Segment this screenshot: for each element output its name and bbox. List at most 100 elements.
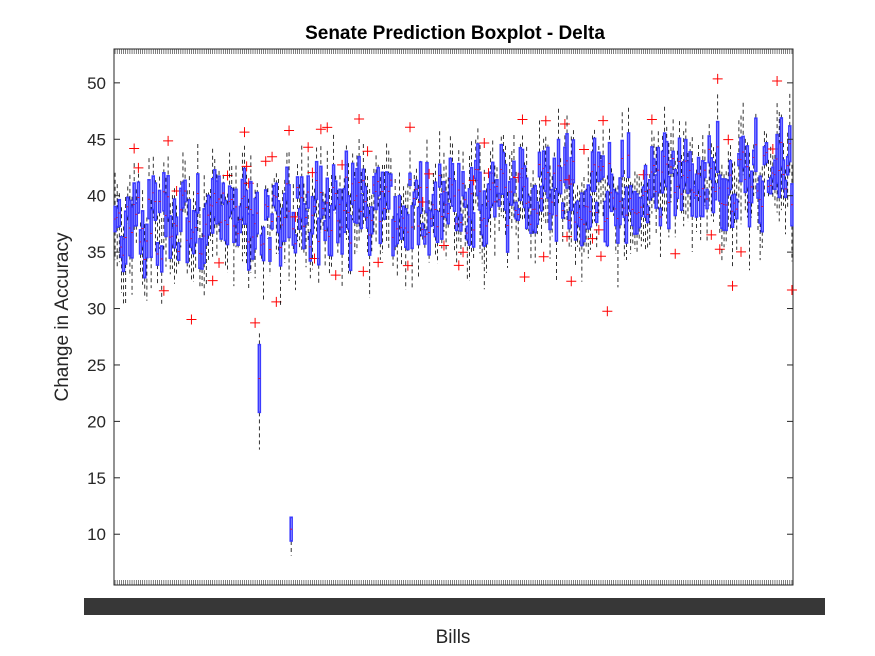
box	[452, 171, 457, 254]
axes-frame	[113, 48, 794, 586]
box	[130, 196, 134, 295]
box	[249, 155, 253, 273]
box	[276, 178, 281, 254]
box	[645, 182, 650, 251]
box	[134, 189, 139, 243]
box	[433, 163, 438, 255]
y-tick-label: 10	[87, 525, 106, 544]
box	[607, 128, 612, 209]
box	[278, 203, 283, 306]
box	[344, 145, 349, 240]
box	[552, 152, 557, 208]
outlier	[186, 314, 197, 325]
y-tick-label: 25	[87, 356, 106, 375]
box	[696, 144, 701, 202]
box	[158, 162, 169, 296]
outlier	[163, 135, 174, 146]
box	[701, 135, 705, 218]
box	[497, 192, 501, 234]
outlier	[354, 114, 365, 125]
box	[785, 132, 790, 208]
box	[562, 115, 573, 242]
outlier	[322, 122, 333, 133]
box	[624, 178, 629, 260]
box	[712, 73, 723, 187]
box	[786, 164, 797, 295]
outlier	[303, 142, 314, 153]
box	[741, 102, 745, 176]
box	[147, 158, 151, 220]
outlier	[330, 270, 341, 281]
box	[402, 183, 413, 271]
outlier	[214, 257, 225, 268]
box	[314, 147, 319, 240]
box	[221, 174, 226, 205]
y-axis-label: Change in Accuracy	[52, 232, 73, 401]
outlier	[239, 127, 250, 138]
box	[764, 133, 769, 168]
box	[425, 139, 429, 235]
box	[458, 151, 469, 258]
outlier	[595, 251, 606, 262]
box	[317, 203, 321, 285]
outlier	[284, 125, 295, 136]
box	[561, 198, 565, 242]
box	[163, 135, 174, 224]
outlier	[646, 114, 657, 125]
box	[658, 182, 663, 258]
box	[370, 194, 374, 252]
box	[781, 143, 786, 206]
outlier	[402, 260, 413, 271]
box	[724, 171, 728, 245]
box	[348, 193, 353, 276]
box	[598, 115, 609, 218]
box	[397, 172, 402, 242]
outlier	[706, 229, 717, 240]
box	[342, 178, 346, 234]
x-tick-label-band	[84, 598, 825, 615]
outlier	[578, 144, 589, 155]
outlier	[362, 146, 373, 157]
box	[405, 122, 416, 200]
box	[438, 152, 449, 251]
box	[387, 150, 391, 249]
box	[639, 181, 644, 247]
box	[564, 174, 575, 248]
box	[330, 175, 341, 281]
box	[363, 168, 368, 221]
box	[675, 150, 680, 210]
box	[620, 112, 624, 217]
box	[322, 122, 333, 235]
box	[358, 143, 369, 277]
box	[373, 164, 384, 268]
box	[230, 165, 234, 220]
outlier	[727, 280, 738, 291]
box	[459, 200, 463, 255]
chart-title: Senate Prediction Boxplot - Delta	[305, 23, 605, 44]
outlier	[519, 271, 530, 282]
outlier	[559, 119, 570, 130]
box	[454, 213, 459, 266]
outlier	[517, 114, 528, 125]
box	[550, 176, 554, 237]
box	[117, 193, 122, 263]
outlier	[358, 266, 369, 277]
box	[556, 108, 561, 206]
outlier	[723, 134, 734, 145]
outlier	[712, 73, 723, 84]
box	[424, 168, 435, 263]
box	[694, 169, 699, 232]
box	[578, 144, 589, 253]
box	[535, 190, 540, 235]
box	[307, 167, 318, 270]
box	[476, 128, 480, 211]
box	[618, 177, 622, 231]
box	[463, 184, 467, 247]
outlier	[405, 122, 416, 133]
box	[155, 215, 160, 286]
box	[346, 163, 351, 274]
y-axis: 10 15 20 25 30 35 40 45 50	[87, 74, 793, 544]
outlier	[562, 231, 573, 242]
outlier	[222, 170, 233, 181]
